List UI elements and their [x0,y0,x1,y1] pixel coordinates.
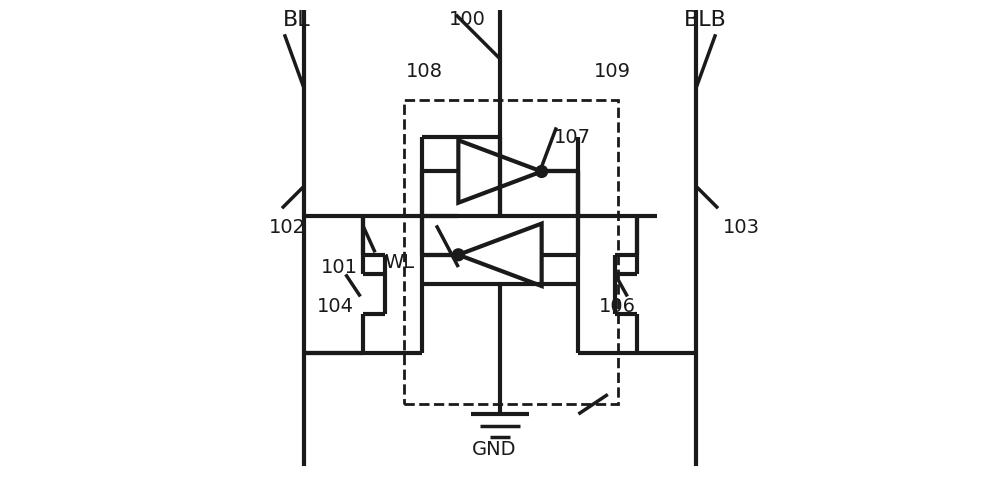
Circle shape [452,249,464,261]
Text: 109: 109 [594,62,631,80]
Text: GND: GND [472,441,516,459]
Text: 101: 101 [321,258,358,276]
Text: BLB: BLB [684,10,727,29]
Text: 107: 107 [554,128,591,147]
Text: 103: 103 [723,219,760,237]
Circle shape [536,166,548,177]
Text: 104: 104 [317,297,354,316]
Text: 100: 100 [449,10,485,29]
Text: BL: BL [283,10,310,29]
Text: WL: WL [384,253,414,271]
Text: 106: 106 [599,297,636,316]
Text: 108: 108 [406,62,443,80]
Text: 102: 102 [269,219,306,237]
